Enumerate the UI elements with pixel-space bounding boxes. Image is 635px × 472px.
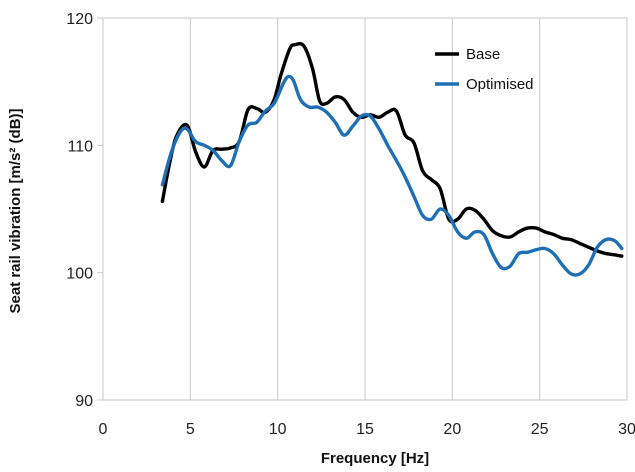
x-tick-label: 20 <box>443 421 461 438</box>
legend-label-optimised: Optimised <box>466 76 534 93</box>
x-tick-label: 15 <box>356 421 374 438</box>
x-tick-label: 5 <box>186 421 195 438</box>
tick-labels: 0 5 10 15 20 25 30 90 100 110 120 <box>66 11 635 438</box>
y-tick-label: 120 <box>66 11 93 28</box>
y-tick-label: 100 <box>66 266 93 283</box>
legend-label-base: Base <box>466 46 500 63</box>
x-axis-title: Frequency [Hz] <box>321 450 429 467</box>
series-layer <box>160 42 624 277</box>
plot-area <box>102 17 628 401</box>
x-tick-label: 0 <box>99 421 108 438</box>
y-tick-label: 90 <box>75 393 93 410</box>
y-tick-label: 110 <box>67 138 93 155</box>
legend: Base Optimised <box>435 46 534 93</box>
y-axis-title: Seat rail vibration [m/s² (dB)] <box>7 108 24 313</box>
x-tick-label: 10 <box>269 421 287 438</box>
x-tick-label: 25 <box>531 421 549 438</box>
x-tick-label: 30 <box>618 421 635 438</box>
series-line-optimised <box>160 74 624 277</box>
